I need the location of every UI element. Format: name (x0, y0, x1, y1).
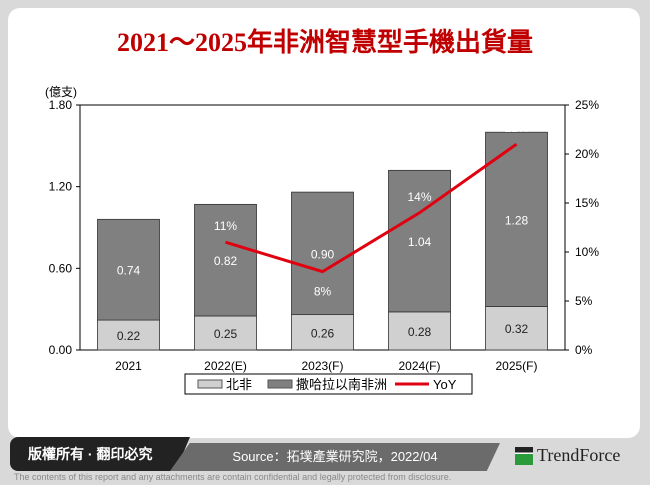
disclaimer: The contents of this report and any atta… (14, 472, 452, 482)
legend-swatch (267, 379, 293, 389)
y2-tick-label: 5% (575, 294, 593, 308)
bar-north-africa (485, 306, 548, 351)
y-tick-label: 0.60 (49, 261, 73, 275)
data-label: 0.74 (117, 264, 141, 278)
bar-sub-saharan (194, 203, 257, 317)
legend-label: 撒哈拉以南非洲 (296, 377, 387, 392)
bar-sub-saharan (97, 218, 160, 321)
data-label: 0.28 (408, 325, 432, 339)
y-tick-label: 0.00 (49, 343, 73, 357)
y-axis-label: (億支) (45, 85, 77, 99)
x-tick-label: 2024(F) (398, 359, 440, 373)
data-label: 1.28 (505, 213, 529, 227)
data-label: 0.90 (311, 247, 335, 261)
data-label: 0.82 (214, 254, 238, 268)
x-tick-label: 2021 (115, 359, 142, 373)
bar-sub-saharan (485, 131, 548, 307)
y2-tick-label: 0% (575, 343, 593, 357)
yoy-line (225, 142, 518, 274)
data-label: 0.26 (311, 326, 335, 340)
data-label: 0.32 (505, 322, 529, 336)
bar-north-africa (388, 311, 451, 351)
yoy-label: 14% (407, 190, 431, 204)
data-label: 0.22 (117, 329, 141, 343)
chart-title: 2021～2025年非洲智慧型手機出貨量 (116, 28, 533, 57)
y-tick-label: 1.20 (49, 180, 73, 194)
data-label: 0.25 (214, 327, 238, 341)
bar-sub-saharan (388, 169, 451, 313)
copyright: 版權所有 · 翻印必究 (10, 437, 190, 471)
footer: 版權所有 · 翻印必究 Source：拓墣產業研究院，2022/04 Trend… (10, 437, 640, 471)
bar-north-africa (97, 319, 160, 351)
y2-tick-label: 25% (575, 98, 599, 112)
logo-icon (515, 446, 533, 465)
yoy-label: 8% (314, 285, 332, 299)
y2-tick-label: 20% (575, 147, 599, 161)
legend-swatch (197, 379, 223, 389)
bar-north-africa (291, 314, 354, 351)
source: Source：拓墣產業研究院，2022/04 (170, 443, 500, 471)
y-tick-label: 1.80 (49, 98, 73, 112)
x-tick-label: 2025(F) (495, 359, 537, 373)
legend-label: 北非 (226, 377, 252, 392)
x-tick-label: 2022(E) (204, 359, 247, 373)
y2-tick-label: 10% (575, 245, 599, 259)
trendforce-logo: TrendForce (515, 445, 620, 466)
bar-north-africa (194, 315, 257, 351)
bar-sub-saharan (291, 191, 354, 316)
x-tick-label: 2023(F) (301, 359, 343, 373)
yoy-label: 21% (504, 121, 528, 135)
data-label: 1.04 (408, 235, 432, 249)
yoy-label: 11% (214, 219, 237, 233)
legend-label: YoY (433, 377, 457, 392)
y2-tick-label: 15% (575, 196, 599, 210)
legend-box (184, 373, 473, 395)
